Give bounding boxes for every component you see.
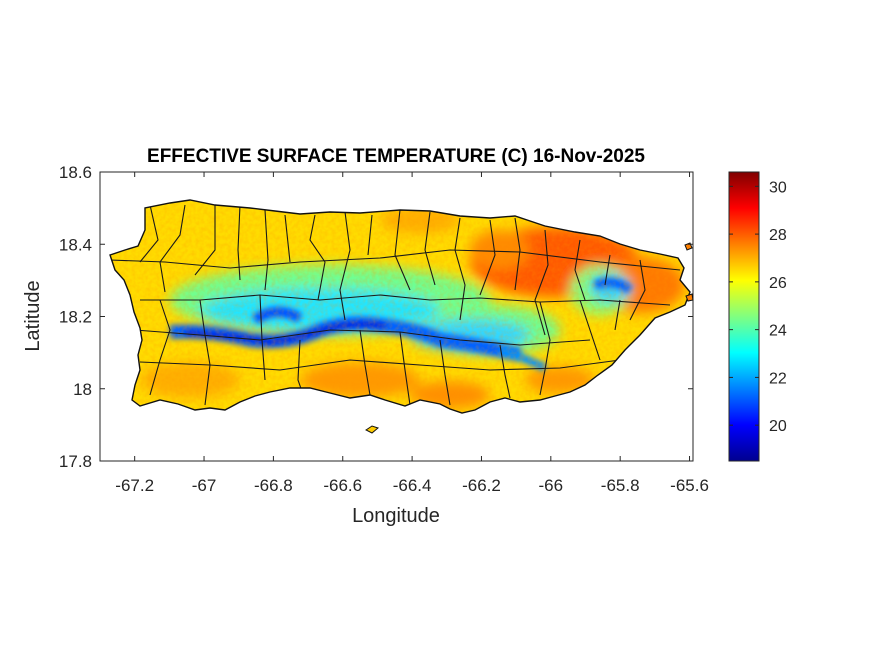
chart-title: EFFECTIVE SURFACE TEMPERATURE (C) 16-Nov… — [147, 146, 645, 167]
colorbar-tick-label: 20 — [769, 418, 787, 435]
x-tick-label: -66.8 — [254, 476, 293, 495]
y-tick-label: 18.6 — [59, 163, 92, 182]
x-axis-label: Longitude — [352, 505, 440, 527]
small-island — [685, 293, 694, 302]
colorbar-tick-label: 30 — [769, 179, 787, 196]
y-tick-label: 18.2 — [59, 308, 92, 327]
y-axis: 17.8 18 18.2 18.4 18.6 — [59, 163, 693, 471]
island-coastline — [109, 199, 691, 414]
colorbar — [728, 171, 760, 462]
colorbar-tick-label: 22 — [769, 370, 787, 387]
colorbar-tick-label: 28 — [769, 227, 787, 244]
municipality-boundaries — [110, 204, 681, 406]
x-tick-label: -66 — [539, 476, 564, 495]
x-tick-label: -66.6 — [323, 476, 362, 495]
x-tick-label: -65.8 — [601, 476, 640, 495]
colorbar-axis: 20 22 24 26 28 30 — [729, 179, 787, 435]
y-tick-label: 17.8 — [59, 452, 92, 471]
x-tick-label: -67 — [192, 476, 217, 495]
y-tick-label: 18.4 — [59, 235, 92, 254]
x-tick-label: -66.4 — [393, 476, 432, 495]
y-tick-label: 18 — [73, 380, 92, 399]
small-island — [365, 425, 380, 434]
x-tick-label: -67.2 — [115, 476, 154, 495]
x-axis: -67.2 -67 -66.8 -66.6 -66.4 -66.2 -66 -65.8 -65.… — [115, 172, 709, 495]
x-tick-label: -65.6 — [670, 476, 709, 495]
colorbar-tick-label: 24 — [769, 323, 787, 340]
colorbar-tick-label: 26 — [769, 275, 787, 292]
x-tick-label: -66.2 — [462, 476, 501, 495]
y-axis-label: Latitude — [22, 280, 44, 351]
